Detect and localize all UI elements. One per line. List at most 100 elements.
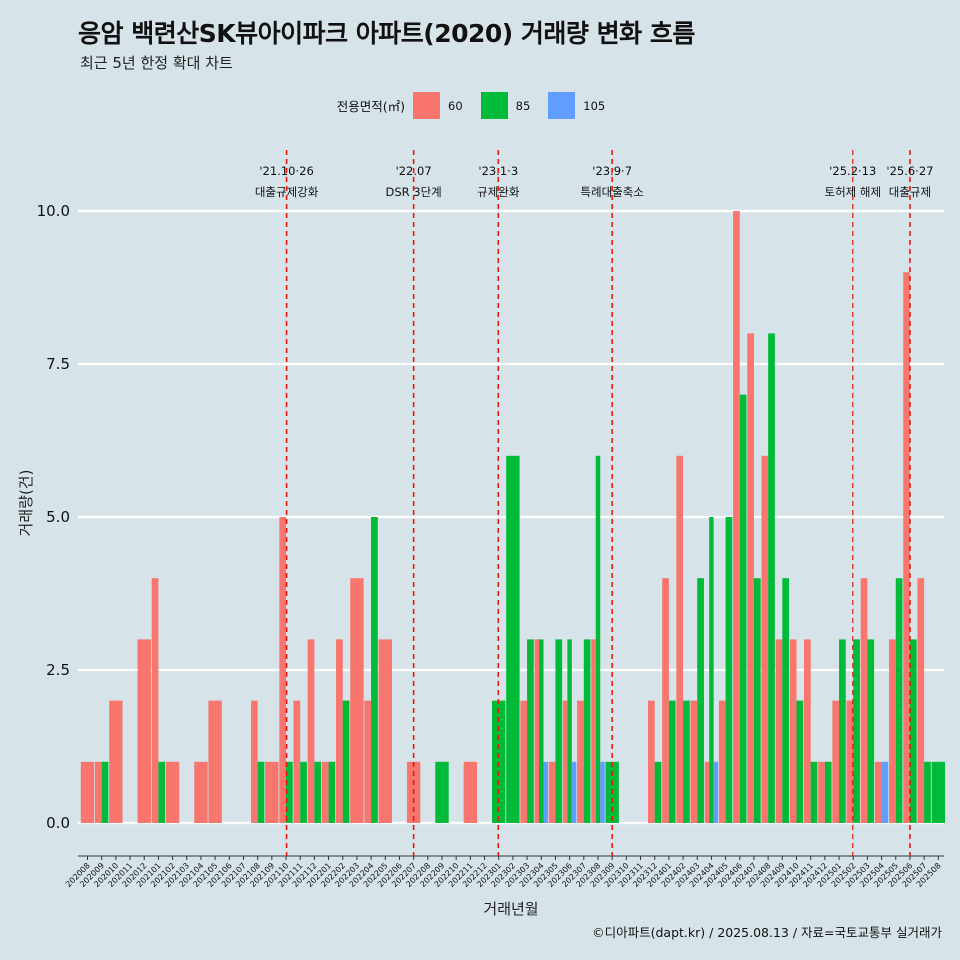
bar-60 [917,578,925,823]
bar-105 [543,761,548,823]
bar-85 [328,761,336,823]
bar-60 [704,761,710,823]
bar-60 [350,578,364,823]
y-axis-title: 거래량(건) [17,470,35,537]
bar-85 [697,578,704,823]
bar-85 [683,700,690,823]
bar-85 [583,639,591,823]
bar-60 [789,639,797,823]
bar-60 [832,700,840,823]
event-name-label: 대출규제 [889,185,931,199]
event-date-label: '21.10·26 [259,164,313,178]
bar-105 [571,761,577,823]
bar-85 [654,761,662,823]
chart-subtitle: 최근 5년 한정 확대 차트 [80,54,233,72]
bar-60 [577,700,584,823]
bar-60 [733,211,740,823]
bar-85 [567,639,572,823]
bar-60 [562,700,568,823]
bar-60 [803,639,811,823]
bar-60 [747,333,754,823]
bar-85 [909,639,917,823]
bar-60 [265,761,279,823]
bar-85 [435,761,449,823]
bar-85 [924,761,931,823]
bar-85 [527,639,534,823]
bar-60 [307,639,315,823]
legend-key-85 [480,92,508,119]
bar-60 [903,272,910,823]
event-name-label: 토허제 해제 [825,185,882,199]
bar-60 [860,578,868,823]
bar-85 [853,639,860,823]
bar-60 [250,700,258,823]
event-date-label: '23.9·7 [592,164,632,178]
bar-85 [492,700,506,823]
legend: 전용면적(㎡) 60 85 105 [0,92,960,119]
bar-85 [286,761,293,823]
bar-60 [846,700,854,823]
bar-85 [314,761,322,823]
bar-60 [889,639,896,823]
legend-key-60 [413,92,441,119]
bar-85 [555,639,563,823]
legend-label-85: 85 [515,98,531,113]
bar-60 [534,639,540,823]
bar-60 [548,761,556,823]
bar-60 [463,761,478,823]
y-tick-label: 10.0 [37,202,70,220]
bar-85 [839,639,846,823]
bar-60 [378,639,392,823]
bar-85 [824,761,832,823]
bar-85 [595,455,601,823]
bar-85 [342,700,350,823]
bar-85 [931,761,945,823]
event-date-label: '25.6·27 [886,164,933,178]
legend-title: 전용면적(㎡) [336,99,406,114]
event-date-label: '23.1·3 [478,164,518,178]
bar-85 [782,578,790,823]
bar-60 [94,761,102,823]
bar-60 [321,761,329,823]
y-tick-label: 5.0 [46,508,70,526]
event-name-label: 규제완화 [477,185,520,199]
event-date-label: '25.2·13 [829,164,876,178]
bar-85 [300,761,307,823]
legend-key-105 [548,92,576,119]
bar-60 [151,578,159,823]
bar-85 [709,517,714,823]
bar-60 [208,700,222,823]
source-caption: ©디아파트(dapt.kr) / 2025.08.13 / 자료=국토교통부 실… [592,925,942,940]
bar-105 [713,761,719,823]
y-tick-label: 0.0 [46,814,70,832]
bar-60 [676,455,684,823]
bar-85 [895,578,903,823]
bar-85 [725,517,733,823]
legend-label-60: 60 [448,98,463,113]
bar-60 [137,639,151,823]
bar-85 [739,394,747,823]
bar-60 [718,700,726,823]
bar-85 [867,639,875,823]
bar-85 [753,578,761,823]
bar-60 [520,700,528,823]
event-date-label: '22.07 [396,164,432,178]
bar-60 [194,761,208,823]
bar-60 [775,639,783,823]
bar-105 [600,761,605,823]
bar-85 [257,761,265,823]
bar-85 [668,700,676,823]
bar-85 [796,700,804,823]
bar-60 [874,761,882,823]
chart-title: 응암 백련산SK뷰아이파크 아파트(2020) 거래량 변화 흐름 [78,19,695,48]
bar-85 [101,761,109,823]
bar-60 [591,639,596,823]
event-name-label: DSR 3단계 [385,185,441,199]
bar-60 [761,455,769,823]
bar-60 [165,761,180,823]
x-axis-title: 거래년월 [483,900,538,918]
bar-60 [293,700,301,823]
bar-60 [818,761,825,823]
bar-85 [768,333,775,823]
